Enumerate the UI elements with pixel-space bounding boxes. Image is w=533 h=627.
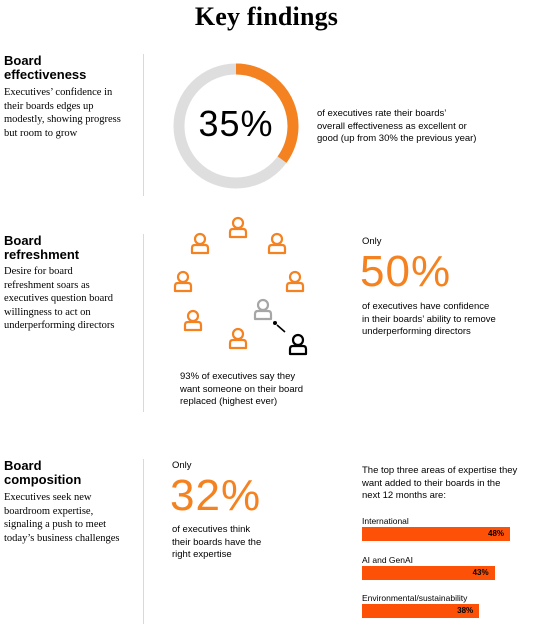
section-heading-line: Board — [4, 458, 42, 473]
person-icon — [183, 309, 203, 332]
bar-fill — [362, 527, 510, 541]
only-label: Only — [172, 460, 192, 471]
section-description-refreshment: Desire for board refreshment soars as ex… — [4, 265, 115, 333]
stat-text-line: of executives rate their boards’ — [317, 108, 447, 119]
section-divider — [143, 234, 144, 412]
description-line: executives question board — [4, 293, 114, 304]
section-heading-composition: Board composition — [4, 459, 81, 487]
people-illustration — [173, 216, 308, 356]
section-heading-line: refreshment — [4, 247, 80, 262]
bar-label: International — [362, 516, 409, 526]
person-icon — [228, 216, 248, 239]
stat-text-line: their boards have the — [172, 536, 262, 548]
section-heading-effectiveness: Board effectiveness — [4, 54, 86, 82]
section-description-effectiveness: Executives’ confidence in their boards e… — [4, 86, 121, 140]
bar-fill — [362, 604, 480, 618]
person-icon — [173, 270, 193, 293]
section-divider — [143, 54, 144, 196]
bar-value: 48% — [488, 529, 505, 538]
composition-stat-value: 32% — [170, 471, 262, 520]
description-line: underperforming directors — [4, 320, 115, 331]
description-line: refreshment soars as — [4, 279, 90, 291]
section-divider — [143, 459, 144, 624]
person-icon — [253, 298, 273, 321]
section-heading-line: effectiveness — [4, 67, 87, 82]
expertise-bar-row: AI and GenAI 43% — [362, 555, 522, 587]
person-icon — [190, 232, 210, 255]
caption-line: replaced (highest ever) — [180, 396, 278, 407]
description-line: today’s business challenges — [4, 532, 120, 544]
expertise-bar-row: Environmental/sustainability 38% — [362, 593, 522, 625]
stat-text-line: in their boards’ ability to remove — [362, 313, 496, 325]
description-line: willingness to act on — [4, 306, 91, 318]
description-line: signaling a push to meet — [4, 519, 107, 530]
section-heading-refreshment: Board refreshment — [4, 234, 79, 262]
page-title: Key findings — [194, 2, 339, 31]
bar-value: 38% — [457, 606, 474, 615]
stat-text-line: right expertise — [172, 549, 232, 560]
refreshment-stat-text: of executives have confidence in their b… — [362, 301, 496, 339]
section-heading-line: Board — [4, 233, 42, 248]
effectiveness-donut — [173, 63, 299, 189]
section-heading-line: Board — [4, 53, 42, 68]
effectiveness-stat-value: 35% — [198, 103, 274, 144]
person-icon — [267, 232, 287, 255]
caption-line: 93% of executives say they — [180, 371, 296, 382]
description-line: modestly, showing progress — [4, 114, 121, 125]
person-icon — [288, 333, 308, 356]
person-icon — [285, 270, 305, 293]
description-line: boardroom expertise, — [4, 505, 94, 517]
donut-value-arc — [173, 63, 299, 189]
caption-line: want someone on their board — [180, 383, 304, 395]
only-label: Only — [362, 236, 382, 247]
composition-stat-text: of executives think their boards have th… — [172, 524, 261, 562]
stat-text-line: underperforming directors — [362, 326, 471, 337]
description-line: Executives seek new — [4, 492, 92, 503]
swap-dot — [273, 321, 277, 325]
description-line: their boards edges up — [4, 100, 94, 112]
expertise-bar-row: International 48% — [362, 516, 522, 548]
bar-value: 43% — [472, 568, 489, 577]
bars-title-line: The top three areas of expertise they — [362, 465, 518, 476]
person-icon — [228, 327, 248, 350]
section-heading-line: composition — [4, 472, 82, 487]
stat-text-line: good (up from 30% the previous year) — [317, 133, 477, 144]
description-line: Desire for board — [4, 266, 73, 277]
bar-label: Environmental/sustainability — [362, 593, 468, 603]
description-line: but room to grow — [4, 127, 78, 139]
refreshment-caption: 93% of executives say they want someone … — [180, 371, 303, 409]
bars-title-line: next 12 months are: — [362, 490, 446, 501]
stat-text-line: of executives think — [172, 524, 251, 535]
bar-fill — [362, 566, 495, 580]
swap-line — [276, 324, 286, 333]
refreshment-stat-value: 50% — [360, 247, 452, 296]
bar-label: AI and GenAI — [362, 555, 414, 565]
section-description-composition: Executives seek new boardroom expertise,… — [4, 491, 119, 545]
bars-title-line: want added to their boards in the — [362, 477, 501, 489]
stat-text-line: overall effectiveness as excellent or — [317, 120, 467, 132]
effectiveness-stat-text: of executives rate their boards’ overall… — [317, 108, 476, 146]
description-line: Executives’ confidence in — [4, 87, 113, 98]
bars-title: The top three areas of expertise they wa… — [362, 465, 517, 503]
stat-text-line: of executives have confidence — [362, 301, 490, 312]
